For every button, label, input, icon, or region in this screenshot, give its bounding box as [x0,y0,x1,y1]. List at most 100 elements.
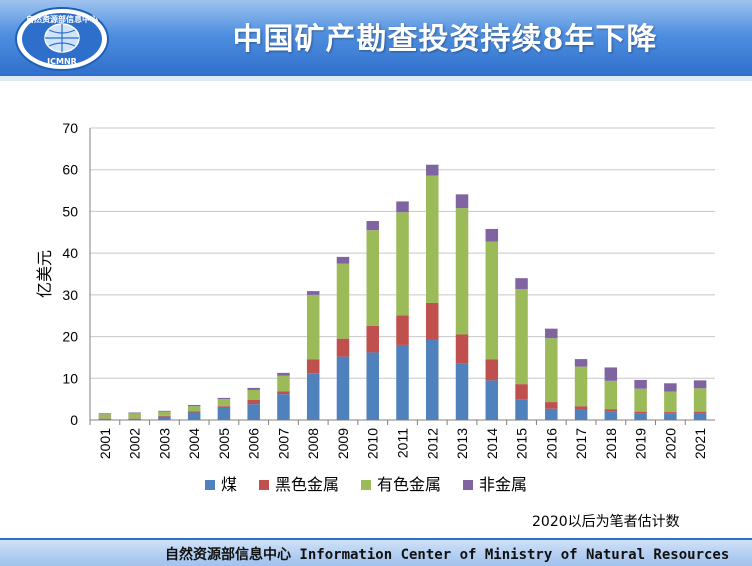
bar-2003-series-1 [158,416,171,417]
bar-2001-series-3 [99,413,112,414]
bar-2019-series-3 [634,380,647,389]
bar-2021-series-1 [694,412,707,414]
y-axis-label: 亿美元 [35,250,54,298]
bar-2018-series-2 [605,381,618,409]
bar-2010-series-3 [366,221,379,230]
bar-2005-series-1 [218,406,231,407]
bar-2013-series-0 [456,364,469,420]
x-tick-label: 2013 [454,428,470,459]
bar-2016-series-1 [545,402,558,409]
bar-2012-series-0 [426,339,439,420]
bar-2005-series-2 [218,399,231,406]
bar-2009-series-2 [337,264,350,339]
bar-2010-series-2 [366,230,379,326]
bar-2007-series-3 [277,373,290,376]
header-divider [0,76,752,81]
bar-2017-series-3 [575,359,588,367]
y-tick-label: 50 [62,203,78,219]
bar-2012-series-3 [426,165,439,176]
bar-2008-series-2 [307,295,320,360]
x-tick-label: 2004 [186,428,202,459]
bar-2011-series-2 [396,212,409,315]
x-tick-label: 2002 [127,428,143,459]
bar-2020-series-0 [664,414,677,420]
slide-title: 中国矿产勘查投资持续8年下降 [150,14,740,58]
bar-2019-series-2 [634,389,647,412]
x-tick-label: 2010 [365,428,381,459]
bar-2002-series-0 [128,419,141,420]
bar-2018-series-3 [605,367,618,380]
bar-2005-series-0 [218,407,231,420]
bar-2003-series-3 [158,411,171,412]
bar-2020-series-2 [664,392,677,412]
x-tick-label: 2018 [603,428,619,459]
bar-2011-series-1 [396,315,409,345]
legend-label-1: 黑色金属 [275,475,339,494]
bar-2021-series-3 [694,380,707,388]
legend-swatch-2 [361,480,371,490]
x-tick-label: 2009 [335,428,351,459]
bar-2002-series-3 [128,412,141,413]
bar-2011-series-3 [396,201,409,212]
bar-2014-series-0 [486,380,499,420]
bar-2008-series-3 [307,291,320,295]
bar-2020-series-3 [664,383,677,391]
bar-2010-series-0 [366,352,379,420]
y-tick-label: 60 [62,162,78,178]
y-tick-label: 40 [62,245,78,261]
bar-2003-series-0 [158,417,171,420]
bar-2002-series-2 [128,413,141,418]
bar-2015-series-2 [515,289,528,384]
bar-2007-series-0 [277,394,290,420]
footer-bar: 自然资源部信息中心 Information Center of Ministry… [0,538,752,566]
bar-2016-series-0 [545,409,558,420]
bar-2007-series-1 [277,391,290,394]
bar-2001-series-2 [99,414,112,418]
bar-2006-series-1 [247,400,260,404]
x-tick-label: 2014 [484,428,500,459]
x-tick-label: 2016 [543,428,559,459]
bar-2021-series-2 [694,388,707,411]
bar-2019-series-1 [634,412,647,414]
bar-2013-series-3 [456,194,469,208]
bar-2009-series-0 [337,357,350,420]
y-tick-label: 30 [62,287,78,303]
logo-text-top: 自然资源部信息中心 [26,14,98,24]
x-tick-label: 2021 [692,428,708,459]
bar-2015-series-3 [515,278,528,289]
bar-2016-series-2 [545,338,558,402]
bar-2007-series-2 [277,376,290,391]
bar-2004-series-2 [188,406,201,411]
icmnr-logo: 自然资源部信息中心 ICMNR [14,6,110,72]
x-tick-label: 2007 [275,428,291,459]
x-tick-label: 2015 [514,428,530,459]
bar-2014-series-3 [486,229,499,242]
legend-swatch-3 [463,480,473,490]
y-tick-label: 20 [62,329,78,345]
bar-2003-series-2 [158,412,171,416]
x-tick-label: 2001 [97,428,113,459]
legend-swatch-1 [259,480,269,490]
bar-2004-series-3 [188,405,201,406]
bar-2021-series-0 [694,414,707,420]
legend-label-0: 煤 [221,475,237,494]
x-tick-label: 2011 [395,428,411,458]
x-tick-label: 2005 [216,428,232,459]
legend-label-2: 有色金属 [377,475,441,494]
logo-text-bottom: ICMNR [47,57,77,66]
bar-2008-series-0 [307,373,320,420]
estimate-note: 2020以后为笔者估计数 [532,511,680,531]
x-tick-label: 2006 [246,428,262,459]
bar-2015-series-1 [515,384,528,399]
bar-2006-series-2 [247,390,260,400]
y-tick-label: 10 [62,370,78,386]
x-tick-label: 2017 [573,428,589,459]
bar-2014-series-2 [486,241,499,359]
bar-2009-series-1 [337,339,350,357]
bar-2010-series-1 [366,326,379,353]
bar-2006-series-0 [247,404,260,420]
bar-2012-series-1 [426,303,439,340]
y-tick-label: 0 [70,412,78,428]
bar-2016-series-3 [545,329,558,339]
